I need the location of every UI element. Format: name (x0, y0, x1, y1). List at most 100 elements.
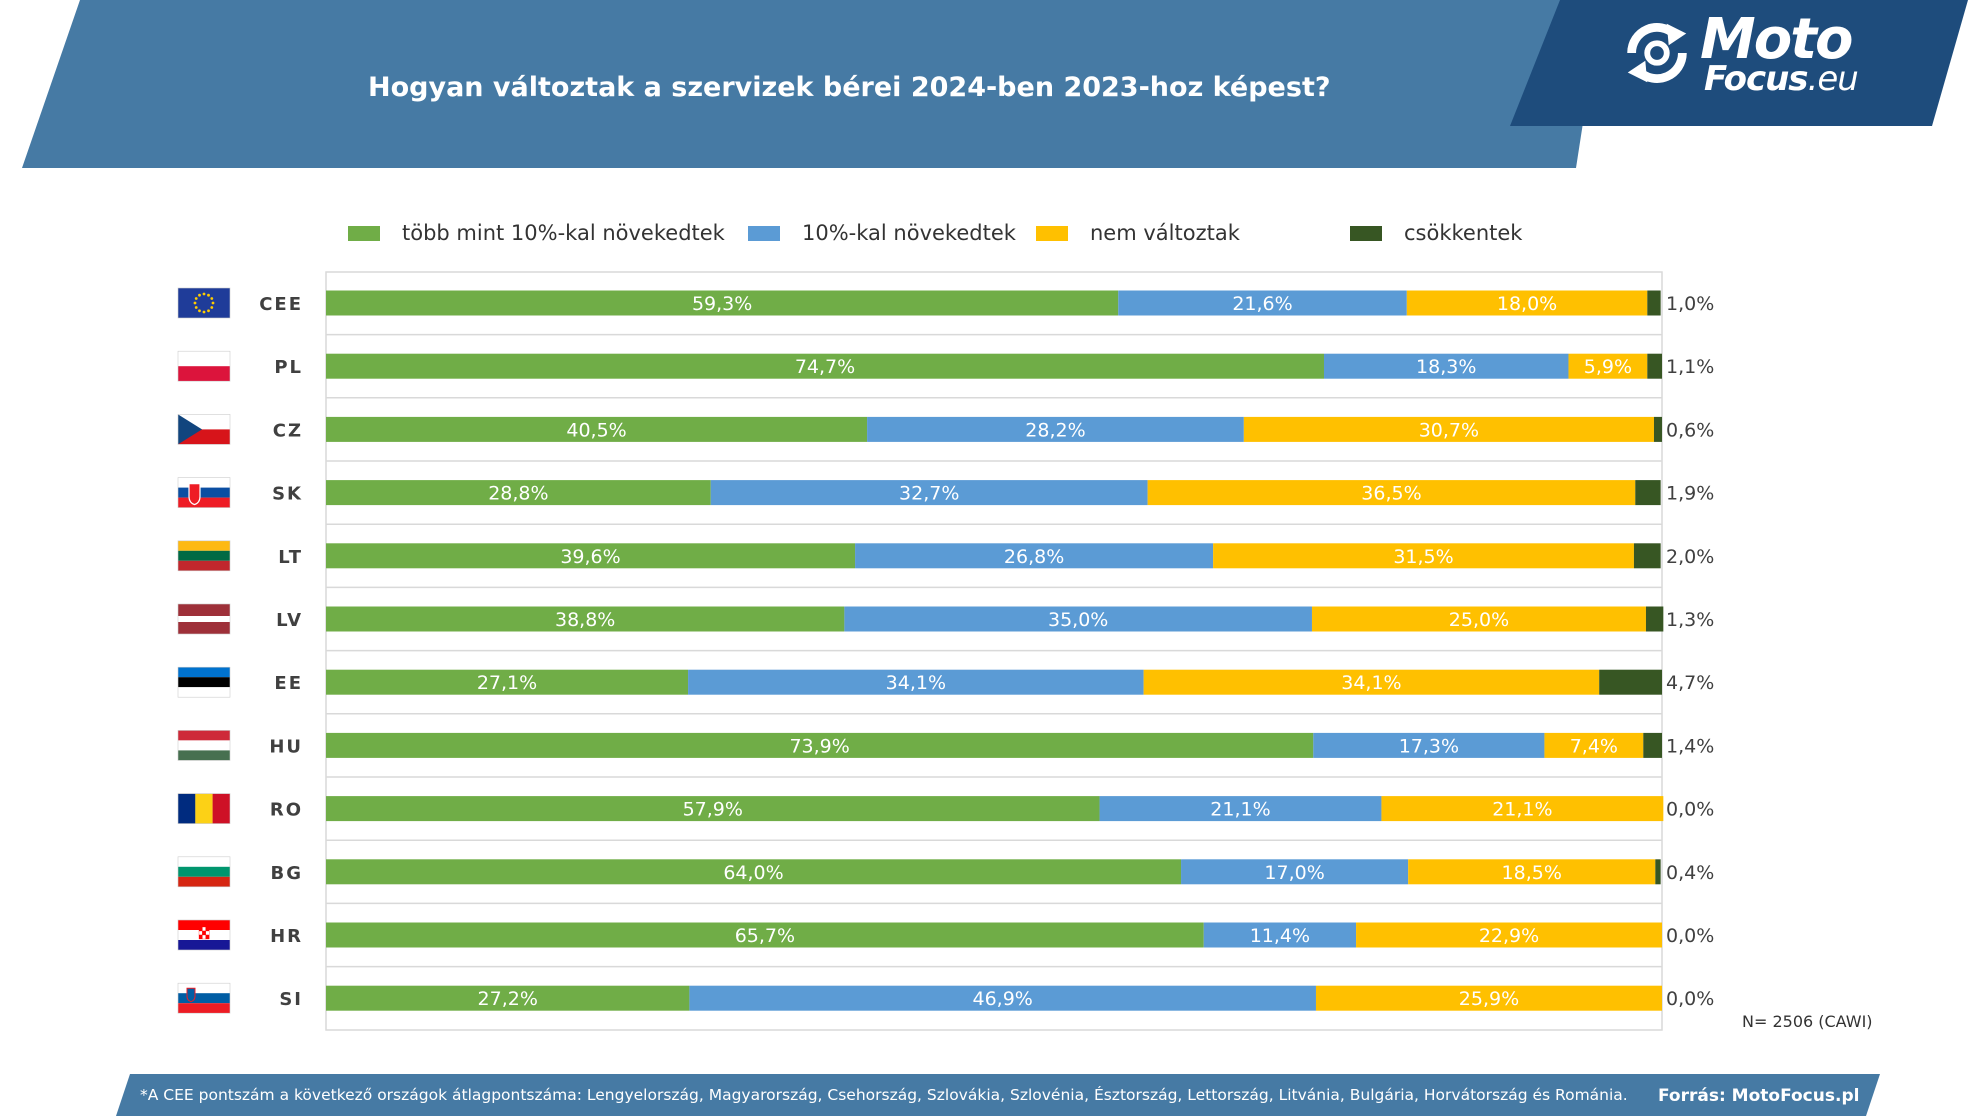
legend-item-more-than-10: több mint 10%-kal növekedtek (348, 218, 725, 248)
bar-segment[interactable] (1311, 606, 1646, 632)
eu-flag-icon (177, 287, 231, 319)
bar-segment[interactable] (326, 985, 690, 1011)
bar-segment[interactable] (1243, 416, 1654, 442)
bar-segment[interactable] (1408, 859, 1656, 885)
bar-segment[interactable] (326, 732, 1314, 758)
bar-segment[interactable] (1181, 859, 1409, 885)
data-label: 25,9% (1459, 988, 1519, 1010)
data-label: 0,0% (1666, 925, 1714, 947)
data-label: 17,3% (1399, 735, 1459, 757)
bar-segment[interactable] (1645, 606, 1664, 632)
category-label: LT (278, 547, 303, 568)
sample-size-note: N= 2506 (CAWI) (1742, 1012, 1873, 1031)
data-label: 40,5% (566, 419, 626, 441)
chart-title: Hogyan változtak a szervizek bérei 2024-… (368, 72, 1331, 103)
data-label: 21,1% (1210, 799, 1270, 821)
bar-segment[interactable] (326, 290, 1119, 316)
bar-segment[interactable] (1323, 353, 1569, 379)
chart-legend: több mint 10%-kal növekedtek 10%-kal növ… (348, 218, 1628, 248)
legend-item-decreased: csökkentek (1350, 218, 1522, 248)
bar-segment[interactable] (326, 796, 1100, 822)
data-label: 0,6% (1666, 419, 1714, 441)
data-label: 11,4% (1250, 925, 1310, 947)
bar-segment[interactable] (1655, 859, 1661, 885)
bar-segment[interactable] (688, 669, 1144, 695)
legend-label: több mint 10%-kal növekedtek (402, 221, 725, 245)
bar-segment[interactable] (326, 669, 689, 695)
latvia-flag-icon (177, 603, 231, 635)
bar-segment[interactable] (867, 416, 1244, 442)
legend-label: csökkentek (1404, 221, 1523, 245)
bar-segment[interactable] (326, 922, 1204, 948)
footer-band (116, 1074, 1880, 1116)
poland-flag-icon (177, 350, 231, 382)
bar-segment[interactable] (844, 606, 1312, 632)
category-label: HU (269, 736, 303, 757)
bar-segment[interactable] (326, 416, 868, 442)
data-label: 34,1% (886, 672, 946, 694)
bar-segment[interactable] (326, 606, 845, 632)
legend-swatch (1350, 225, 1382, 241)
header-band (22, 0, 1968, 168)
bar-segment[interactable] (1143, 669, 1600, 695)
bar-segment[interactable] (1381, 796, 1664, 822)
legend-item-unchanged: nem változtak (1036, 218, 1240, 248)
data-label: 32,7% (899, 483, 959, 505)
data-label: 18,3% (1416, 356, 1476, 378)
category-label: HR (270, 926, 303, 947)
bar-segment[interactable] (1568, 353, 1648, 379)
category-label: SK (272, 484, 303, 505)
slovakia-flag-icon (177, 477, 231, 508)
bar-segment[interactable] (1099, 796, 1382, 822)
bar-segment[interactable] (855, 543, 1214, 569)
bar-segment[interactable] (1315, 985, 1662, 1011)
bar-segment[interactable] (1203, 922, 1357, 948)
motofocus-logo[interactable]: Moto Focus.eu (1700, 7, 1859, 99)
legend-swatch (1036, 225, 1068, 241)
bar-segment[interactable] (326, 480, 711, 506)
legend-swatch (748, 225, 780, 241)
bar-segment[interactable] (1213, 543, 1634, 569)
bar-segment[interactable] (1635, 480, 1661, 506)
footnote: *A CEE pontszám a következő országok átl… (140, 1086, 1628, 1104)
data-label: 0,0% (1666, 799, 1714, 821)
data-label: 25,0% (1449, 609, 1509, 631)
data-label: 31,5% (1393, 546, 1453, 568)
bar-segment[interactable] (1313, 732, 1545, 758)
estonia-flag-icon (177, 666, 231, 698)
bar-segment[interactable] (1544, 732, 1644, 758)
bar-segment[interactable] (1147, 480, 1636, 506)
bar-segment[interactable] (326, 859, 1182, 885)
bar-segment[interactable] (326, 353, 1324, 379)
data-label: 35,0% (1048, 609, 1108, 631)
bar-segment[interactable] (1406, 290, 1648, 316)
data-label: 1,0% (1666, 293, 1714, 315)
bar-segment[interactable] (1643, 732, 1662, 758)
bar-segment[interactable] (1633, 543, 1661, 569)
data-label: 5,9% (1584, 356, 1632, 378)
bar-segment[interactable] (710, 480, 1148, 506)
bar-segment[interactable] (689, 985, 1316, 1011)
data-label: 1,9% (1666, 483, 1714, 505)
category-label: LV (276, 610, 303, 631)
data-label: 0,0% (1666, 988, 1714, 1010)
bar-segment[interactable] (1118, 290, 1407, 316)
slovenia-flag-icon (177, 982, 231, 1014)
logo-secondary: Focus (1704, 59, 1809, 99)
legend-swatch (348, 225, 380, 241)
data-label: 18,0% (1497, 293, 1557, 315)
czech-flag-icon (177, 414, 231, 445)
data-label: 18,5% (1502, 862, 1562, 884)
bar-segment[interactable] (1647, 290, 1661, 316)
bar-segment[interactable] (1653, 416, 1662, 442)
data-label: 39,6% (560, 546, 620, 568)
data-label: 22,9% (1479, 925, 1539, 947)
bar-segment[interactable] (326, 543, 856, 569)
bar-segment[interactable] (1599, 669, 1662, 695)
data-label: 1,4% (1666, 735, 1714, 757)
data-label: 27,2% (478, 988, 538, 1010)
bar-segment[interactable] (1356, 922, 1662, 948)
logo-primary: Moto (1700, 7, 1853, 72)
data-label: 17,0% (1264, 862, 1324, 884)
bar-segment[interactable] (1647, 353, 1662, 379)
